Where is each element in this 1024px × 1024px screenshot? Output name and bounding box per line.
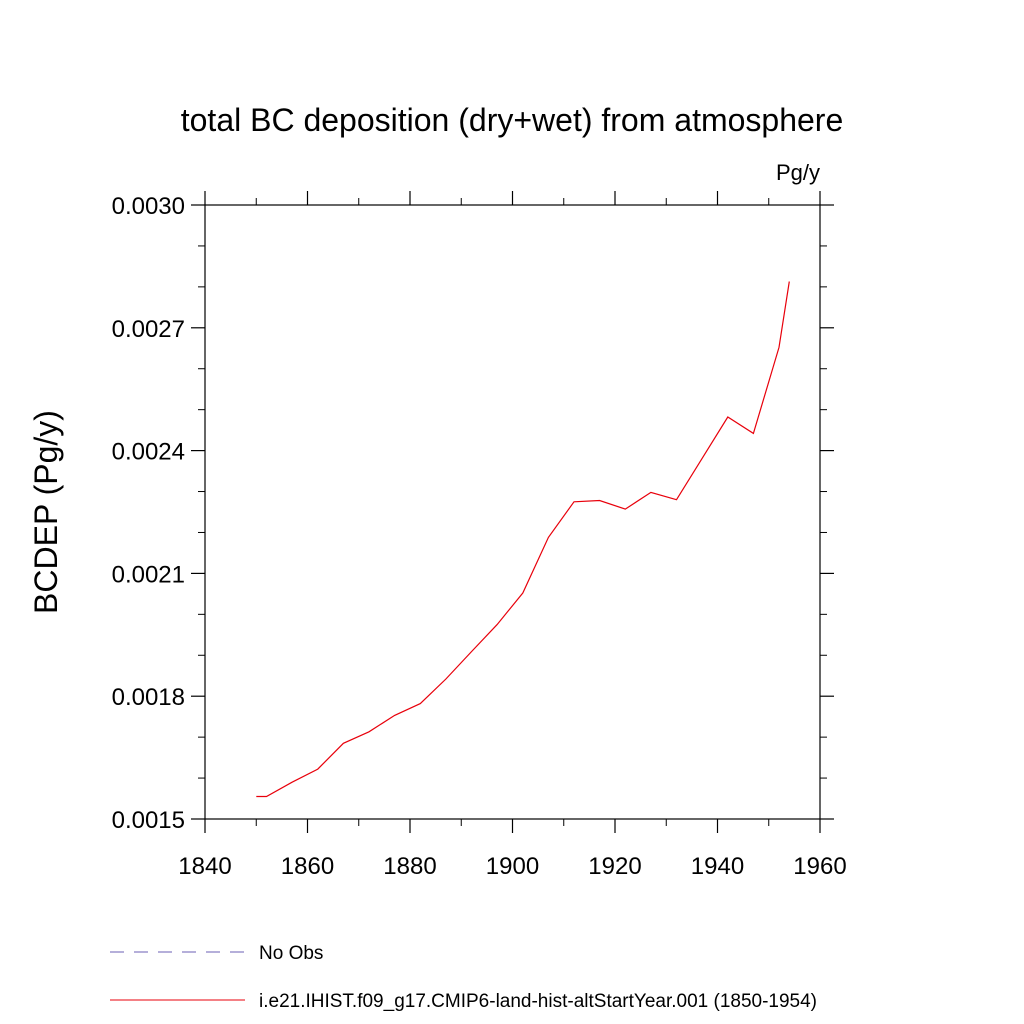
plot-frame <box>204 204 821 820</box>
y-tick-label: 0.0030 <box>112 193 185 220</box>
y-tick-label: 0.0024 <box>112 439 185 466</box>
x-tick-label: 1860 <box>281 853 334 880</box>
legend-label: i.e21.IHIST.f09_g17.CMIP6-land-hist-altS… <box>259 991 817 1012</box>
plot-border <box>204 204 821 820</box>
y-tick-label: 0.0015 <box>112 807 185 834</box>
series-lines <box>256 281 790 798</box>
chart-title: total BC deposition (dry+wet) from atmos… <box>181 102 844 138</box>
x-tick-label: 1920 <box>588 853 641 880</box>
y-tick-label: 0.0027 <box>112 316 185 343</box>
x-tick-label: 1940 <box>691 853 744 880</box>
y-axis-label: BCDEP (Pg/y) <box>28 410 64 614</box>
x-axis-ticks: 1840 1860 1880 1900 1920 1940 1960 <box>178 191 847 880</box>
y-axis-ticks: 0.0015 0.0018 0.0021 0.0024 0.0027 0.0030 <box>112 193 834 834</box>
x-tick-label: 1960 <box>793 853 846 880</box>
x-tick-label: 1880 <box>383 853 436 880</box>
legend-label: No Obs <box>259 943 323 964</box>
x-tick-label: 1900 <box>486 853 539 880</box>
x-tick-label: 1840 <box>178 853 231 880</box>
legend: No Obs i.e21.IHIST.f09_g17.CMIP6-land-his… <box>110 943 817 1012</box>
y-tick-label: 0.0018 <box>112 684 185 711</box>
units-label: Pg/y <box>776 160 820 185</box>
series-line-1 <box>256 281 790 798</box>
y-tick-label: 0.0021 <box>112 561 185 588</box>
